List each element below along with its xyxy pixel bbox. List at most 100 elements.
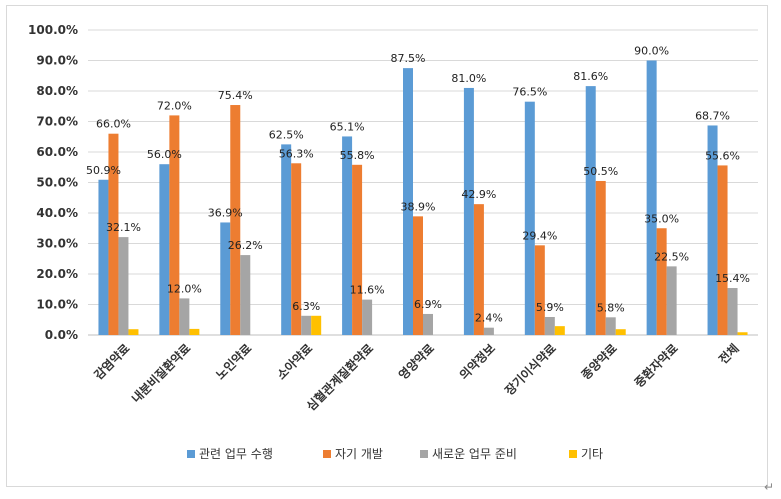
legend-entry: 기타 bbox=[581, 447, 603, 461]
bar bbox=[595, 180, 606, 335]
data-label: 65.1% bbox=[330, 120, 365, 133]
bar bbox=[656, 228, 667, 335]
data-label: 2.4% bbox=[475, 312, 503, 325]
bar bbox=[159, 164, 170, 335]
data-label: 36.9% bbox=[208, 206, 243, 219]
y-tick-label: 30.0% bbox=[36, 237, 78, 251]
bar bbox=[666, 266, 677, 335]
data-label: 81.0% bbox=[451, 72, 486, 85]
data-label: 6.3% bbox=[292, 300, 320, 313]
data-label: 55.6% bbox=[705, 149, 740, 162]
data-label: 12.0% bbox=[167, 282, 202, 295]
y-tick-label: 90.0% bbox=[36, 54, 78, 68]
y-tick-label: 20.0% bbox=[36, 267, 78, 281]
y-tick-label: 50.0% bbox=[36, 176, 78, 190]
x-tick-label: 소아약료 bbox=[273, 341, 315, 383]
data-label: 5.8% bbox=[597, 301, 625, 314]
bar bbox=[108, 133, 119, 335]
bar bbox=[128, 329, 139, 335]
x-tick-label: 의약정보 bbox=[456, 341, 498, 383]
bar bbox=[483, 327, 494, 335]
legend-entry: 관련 업무 수행 bbox=[199, 446, 273, 461]
paragraph-return-mark: ↵ bbox=[764, 480, 775, 494]
bar bbox=[707, 125, 718, 335]
legend: 관련 업무 수행 자기 개발 새로운 업무 준비 기타 bbox=[187, 446, 603, 461]
bar bbox=[615, 329, 626, 335]
legend-swatch bbox=[323, 450, 331, 458]
data-label: 62.5% bbox=[269, 128, 304, 141]
bar bbox=[362, 299, 373, 335]
bar bbox=[717, 165, 728, 335]
data-label: 50.9% bbox=[86, 164, 121, 177]
bar bbox=[352, 164, 363, 335]
data-label: 72.0% bbox=[157, 99, 192, 112]
bar bbox=[646, 60, 657, 335]
bar bbox=[281, 144, 292, 335]
data-label: 38.9% bbox=[401, 200, 436, 213]
data-label: 35.0% bbox=[644, 212, 679, 225]
data-label: 5.9% bbox=[536, 301, 564, 314]
bar bbox=[342, 136, 353, 335]
data-label: 68.7% bbox=[695, 109, 730, 122]
y-tick-label: 60.0% bbox=[36, 145, 78, 159]
data-label: 15.4% bbox=[715, 272, 750, 285]
bar bbox=[737, 332, 748, 335]
y-tick-label: 80.0% bbox=[36, 84, 78, 98]
x-tick-label: 감염약료 bbox=[91, 341, 133, 383]
legend-swatch bbox=[187, 450, 195, 458]
bar bbox=[179, 298, 190, 335]
bar bbox=[301, 315, 312, 335]
bar bbox=[534, 245, 545, 335]
x-tick-label: 노인약료 bbox=[213, 341, 255, 383]
bar bbox=[169, 115, 180, 336]
bar-chart: 0.0% 10.0% 20.0% 30.0% 40.0% 50.0% 60.0% 70.0% 8… bbox=[28, 23, 758, 461]
bar bbox=[524, 101, 535, 335]
bar bbox=[98, 179, 109, 335]
bar bbox=[403, 68, 413, 335]
data-label: 87.5% bbox=[391, 52, 426, 65]
bar bbox=[605, 317, 616, 335]
legend-entry: 자기 개발 bbox=[335, 447, 383, 461]
data-label: 90.0% bbox=[634, 45, 669, 58]
bar bbox=[118, 237, 129, 335]
bar bbox=[544, 317, 555, 335]
y-tick-label: 0.0% bbox=[45, 328, 78, 342]
data-label: 11.6% bbox=[350, 284, 385, 297]
data-label: 42.9% bbox=[461, 188, 496, 201]
data-label: 66.0% bbox=[96, 118, 131, 131]
chart-frame: 0.0% 10.0% 20.0% 30.0% 40.0% 50.0% 60.0% 70.0% 8… bbox=[6, 5, 768, 487]
x-tick-label: 영양약료 bbox=[395, 341, 437, 383]
x-tick-label: 장기이식약료 bbox=[501, 341, 558, 398]
data-label: 6.9% bbox=[414, 298, 442, 311]
bar bbox=[220, 222, 231, 335]
y-tick-label: 10.0% bbox=[36, 298, 78, 312]
legend-swatch bbox=[569, 450, 577, 458]
data-label: 55.8% bbox=[340, 149, 375, 162]
x-tick-label: 중환자약료 bbox=[631, 341, 681, 391]
bar bbox=[727, 288, 738, 335]
data-label: 29.4% bbox=[522, 229, 557, 242]
data-label: 75.4% bbox=[218, 89, 253, 102]
bar bbox=[423, 313, 433, 335]
y-tick-label: 100.0% bbox=[28, 23, 78, 37]
gridlines bbox=[88, 29, 758, 336]
x-tick-label: 전체 bbox=[715, 341, 741, 367]
legend-swatch bbox=[420, 450, 428, 458]
legend-entry: 새로운 업무 준비 bbox=[432, 447, 517, 461]
y-tick-label: 40.0% bbox=[36, 206, 78, 220]
bar bbox=[291, 163, 302, 335]
data-label: 32.1% bbox=[106, 221, 141, 234]
bar bbox=[473, 204, 484, 335]
data-label: 56.0% bbox=[147, 148, 182, 161]
bar bbox=[240, 255, 251, 335]
data-label: 22.5% bbox=[654, 250, 689, 263]
bar bbox=[585, 86, 596, 336]
bar bbox=[230, 105, 241, 335]
y-tick-label: 70.0% bbox=[36, 115, 78, 129]
data-label: 26.2% bbox=[228, 239, 263, 252]
y-axis: 0.0% 10.0% 20.0% 30.0% 40.0% 50.0% 60.0% 70.0% 8… bbox=[28, 23, 78, 342]
bar bbox=[413, 216, 423, 335]
bar bbox=[189, 328, 200, 335]
x-tick-label: 내분비질환약료 bbox=[128, 341, 193, 406]
